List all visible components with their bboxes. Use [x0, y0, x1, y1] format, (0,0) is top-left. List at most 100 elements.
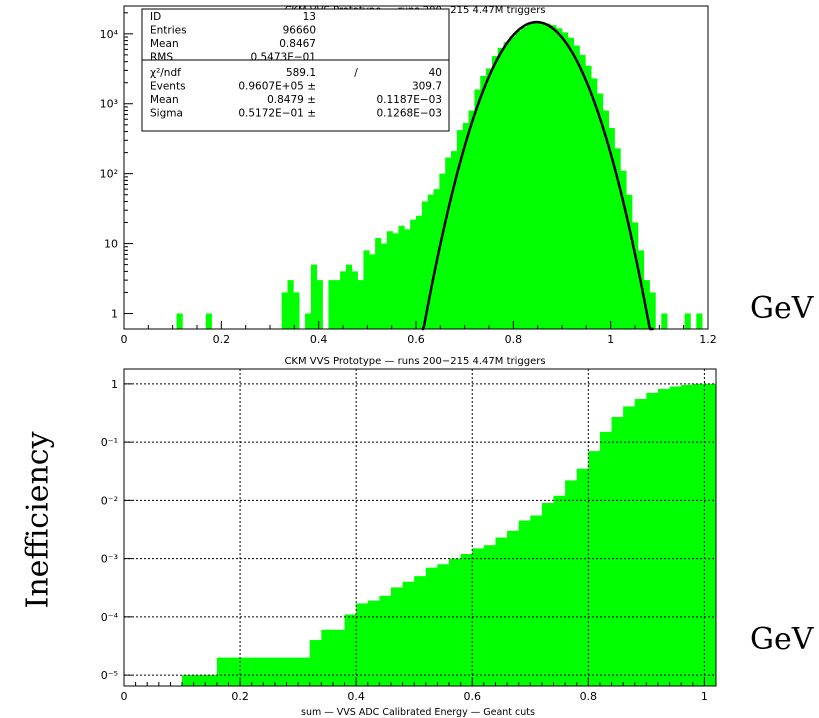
histogram-bar	[550, 25, 557, 330]
histogram-bar	[579, 54, 586, 329]
histogram-bar	[293, 292, 300, 329]
histogram-bar	[565, 480, 578, 686]
histogram-bar	[449, 558, 462, 686]
histogram-bar	[591, 78, 598, 329]
histogram-bar	[588, 451, 601, 686]
histogram-bar	[437, 564, 450, 686]
histogram-bar	[480, 75, 487, 329]
histogram-bar	[402, 581, 415, 686]
histogram-bar	[541, 503, 554, 686]
stats-value: 0.8467	[279, 38, 316, 50]
histogram-bar	[305, 313, 312, 329]
histogram-bar	[182, 675, 218, 686]
histogram-bar	[532, 22, 539, 329]
stats-name: Entries	[150, 25, 187, 37]
histogram-bar	[421, 201, 428, 329]
stats-error: 0.1187E−03	[376, 94, 442, 106]
histogram-bar	[468, 110, 475, 329]
histogram-bar	[649, 292, 656, 329]
stats-error: 309.7	[412, 81, 442, 93]
x-tick-label: 0.6	[463, 690, 481, 703]
y-tick-label: 10³	[100, 98, 118, 111]
histogram-bar	[328, 280, 335, 329]
histogram-bar	[462, 123, 469, 329]
stats-value: 0.5473E−01	[250, 52, 316, 64]
histogram-bar	[608, 127, 615, 329]
bottom-histogram-panel: CKM VVS Prototype — runs 200−215 4.47M t…	[101, 356, 717, 718]
stats-name: Mean	[150, 94, 179, 106]
histogram-bar	[456, 130, 464, 329]
histogram-bar	[369, 254, 376, 329]
x-tick-label: 0	[121, 333, 128, 346]
stats-box-frame	[141, 8, 450, 132]
top-histogram-panel: CKM VVS Prototype — runs 200−215 4.47M t…	[100, 5, 717, 346]
y-tick-label: 0⁻²	[101, 494, 118, 507]
stats-separator: /	[354, 67, 358, 79]
histogram-bar	[486, 68, 493, 329]
stats-rows: ID 13 Entries 96660 Mean 0.8467 RMS 0.5473E−01 χ…	[150, 11, 442, 120]
histogram-bar	[556, 28, 563, 330]
histogram-bar	[474, 89, 481, 329]
y-tick-label: 10	[104, 238, 118, 251]
histogram-bar	[321, 629, 345, 686]
y-tick-label: 0⁻⁵	[101, 669, 118, 682]
histogram-bar	[538, 22, 545, 329]
histogram-bar	[281, 292, 288, 329]
stats-value: 13	[303, 11, 316, 23]
histogram-bar	[573, 45, 580, 330]
x-tick-label: 0.2	[213, 333, 231, 346]
histogram-bar	[634, 398, 647, 686]
x-tick-label: 0.4	[347, 690, 365, 703]
histogram-bar	[515, 30, 522, 329]
stats-name: Events	[150, 81, 186, 93]
histogram-bar	[657, 388, 670, 686]
histogram-bar	[562, 32, 569, 330]
histogram-bar	[669, 386, 682, 686]
histogram-bar	[553, 495, 566, 686]
histogram-bar	[425, 567, 438, 686]
stats-value: 0.8479 ±	[267, 94, 316, 106]
histogram-bar	[414, 576, 427, 686]
top-histogram-bars	[176, 22, 703, 330]
histogram-bar	[357, 280, 364, 329]
stats-name: Sigma	[150, 108, 183, 120]
inefficiency-axis-label: Inefficiency	[20, 431, 56, 609]
histogram-bar	[637, 250, 645, 329]
histogram-bar	[398, 225, 405, 329]
histogram-bar	[379, 595, 392, 686]
bottom-histogram-bars	[182, 383, 717, 686]
x-tick-label: 0.8	[505, 333, 523, 346]
histogram-bar	[681, 384, 694, 686]
histogram-bar	[646, 392, 659, 686]
stats-value: 0.5172E−01 ±	[238, 108, 316, 120]
histogram-bar	[497, 47, 504, 329]
histogram-bar	[518, 520, 531, 686]
histogram-bar	[345, 264, 353, 329]
histogram-bar	[367, 600, 380, 686]
x-tick-label: 1	[607, 333, 614, 346]
y-tick-label: 10²	[100, 168, 118, 181]
histogram-bar	[344, 614, 357, 686]
y-tick-label: 10⁴	[100, 28, 119, 41]
histogram-bar	[483, 545, 496, 686]
bottom-grid-lines	[124, 369, 716, 686]
x-tick-label: 0	[121, 690, 128, 703]
histogram-bar	[216, 657, 311, 686]
y-tick-label: 0⁻⁴	[101, 611, 119, 624]
histogram-bar	[363, 250, 370, 329]
histogram-bar	[340, 271, 347, 329]
stats-value: 96660	[283, 25, 316, 37]
histogram-bar	[661, 313, 668, 329]
y-tick-label: 0⁻³	[101, 553, 118, 566]
histogram-bar	[509, 36, 516, 329]
histogram-bar	[626, 194, 633, 329]
x-tick-label: 0.8	[580, 690, 598, 703]
histogram-bar	[684, 313, 691, 329]
stats-error: 0.1268E−03	[376, 108, 442, 120]
x-tick-label: 1.2	[699, 333, 717, 346]
stats-name: χ²/ndf	[150, 67, 181, 79]
histogram-bar	[521, 27, 528, 330]
top-stats-box: ID 13 Entries 96660 Mean 0.8467 RMS 0.5473E−01 χ…	[141, 8, 450, 132]
histogram-bar	[451, 151, 458, 329]
